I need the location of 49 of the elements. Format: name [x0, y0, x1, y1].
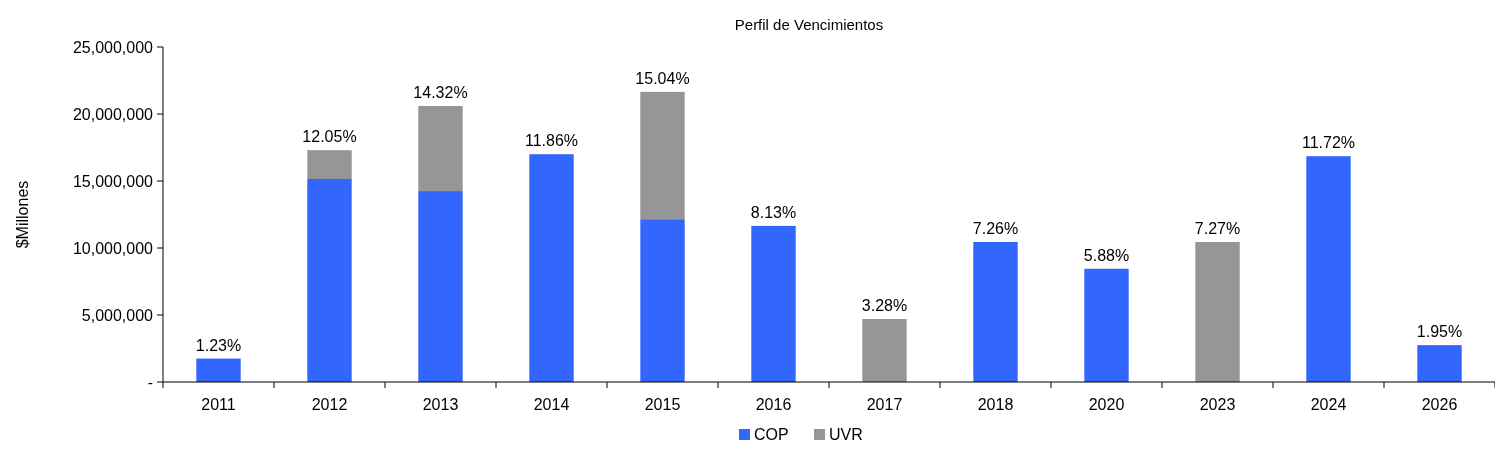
annotation: 11.72%	[1301, 134, 1356, 152]
bar	[1306, 156, 1351, 382]
x-tick-label: 2011	[201, 396, 236, 413]
annotation: 7.27%	[1194, 219, 1241, 237]
y-axis-title: $Millones	[14, 180, 31, 249]
y-tick-label: 25,000,000	[72, 38, 154, 56]
x-tick-label: 2014	[533, 396, 570, 413]
annotation: 5.88%	[1083, 246, 1130, 264]
bar	[640, 91, 685, 220]
x-tick-label: 2012	[311, 396, 348, 413]
bar	[418, 105, 463, 192]
annotation: 1.95%	[1416, 323, 1463, 341]
bar	[973, 241, 1018, 382]
legend-label: COP	[754, 426, 789, 443]
bar	[418, 191, 463, 382]
annotation: 15.04%	[635, 69, 690, 87]
x-tick-label: 2026	[1421, 396, 1458, 413]
x-tick-label: 2020	[1088, 396, 1125, 413]
legend-label: UVR	[829, 426, 863, 443]
bar	[640, 219, 685, 382]
annotation: 1.23%	[195, 336, 242, 354]
y-tick-label: 20,000,000	[72, 105, 154, 123]
bar	[307, 178, 352, 382]
bar	[196, 358, 241, 382]
annotation: 12.05%	[302, 128, 357, 146]
bar	[862, 319, 907, 382]
bar	[1195, 241, 1240, 382]
x-tick-label: 2013	[422, 396, 459, 413]
x-tick-label: 2023	[1199, 396, 1236, 413]
chart-title: Perfil de Vencimientos	[734, 16, 884, 33]
bar	[307, 150, 352, 179]
annotation: 11.86%	[524, 132, 579, 150]
annotation: 8.13%	[750, 203, 797, 221]
y-tick-label: 15,000,000	[72, 172, 154, 190]
x-tick-label: 2015	[644, 396, 681, 413]
y-tick-label: -	[147, 373, 153, 391]
y-tick-label: 10,000,000	[72, 239, 154, 257]
bar	[529, 154, 574, 382]
y-tick-label: 5,000,000	[81, 306, 154, 324]
bar	[1417, 345, 1462, 382]
annotation: 3.28%	[861, 297, 908, 315]
x-tick-label: 2016	[755, 396, 792, 413]
bar	[751, 225, 796, 382]
x-tick-label: 2018	[977, 396, 1014, 413]
annotation: 14.32%	[413, 83, 468, 101]
x-tick-label: 2024	[1310, 396, 1347, 413]
x-tick-label: 2017	[866, 396, 903, 413]
bar	[1084, 268, 1129, 382]
annotation: 7.26%	[972, 219, 1019, 237]
